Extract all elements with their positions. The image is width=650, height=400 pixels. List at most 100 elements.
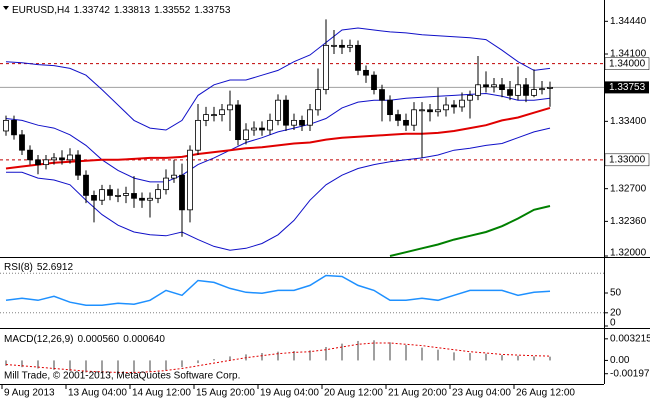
x-tick-label: 23 Aug 04:00 [452,388,511,399]
header-field: 1.33813 [114,5,151,16]
header-field: 1.33742 [74,5,111,16]
candle-body [491,84,497,88]
y-tick-label: 1.32360 [610,216,647,227]
candle-body [267,119,273,131]
level-label: 1.33000 [609,154,646,165]
macd-bar [117,360,119,374]
candle-body [83,174,89,196]
candle-body [251,127,257,131]
candle-body [379,89,385,101]
copyright: Mill Trade, © 2001-2013, MetaQuotes Soft… [4,371,240,382]
x-tick-label: 9 Aug 2013 [4,388,55,399]
macd-bar [517,355,519,361]
candle-body [283,99,289,126]
candle-body [35,159,41,166]
candle-body [467,94,473,101]
x-tick-label: 21 Aug 20:00 [388,388,447,399]
y-tick-label: 1.32000 [610,248,647,259]
macd-bar [453,352,455,361]
y-tick-label: 1.33400 [610,116,647,127]
y-tick-label: 1.34440 [610,16,647,27]
x-tick-label: 14 Aug 12:00 [132,388,191,399]
y-tick-label: -0.001977 [610,368,650,379]
candle-body [19,134,25,151]
candle-body [75,154,81,176]
macd-bar [133,360,135,373]
candle-body [531,89,537,96]
macd-bar [69,360,71,372]
candle-body [123,193,129,196]
candle-body [163,177,169,191]
macd-bar [549,356,551,361]
y-tick-label: 0.00 [610,355,630,366]
header-field: 52.6912 [37,262,74,273]
header-field: RSI(8) [4,262,33,273]
candle-body [235,104,241,141]
header-field: 0.000560 [77,334,119,345]
candle-body [395,114,401,121]
candle-body [59,157,65,161]
candle-body [147,197,153,201]
candle-body [451,104,457,108]
candle-body [99,189,105,201]
macd-bar [165,360,167,371]
candle-body [51,157,57,161]
macd-bar [533,356,535,361]
candle-body [43,159,49,166]
level-label-box [604,153,650,167]
level-label: 1.34000 [609,58,646,69]
signal-line [5,342,551,373]
macd-bar [181,360,183,368]
y-tick-label: 0.003215 [610,333,650,344]
pane-header: EURUSD,H4 1.33742 1.33813 1.33552 1.33753 [12,5,231,16]
macd-bar [261,353,263,361]
candle-body [355,44,361,71]
candle-body [259,127,265,131]
bid-label-box [605,81,649,94]
candle-body [211,114,217,117]
candle-body [323,44,329,91]
candle-body [115,195,121,197]
macd-bar [341,343,343,361]
candle-body [483,84,489,88]
macd-bar [389,342,391,361]
macd-bar [437,349,439,361]
indicator-line [6,127,551,251]
x-tick-label: 20 Aug 12:00 [324,388,383,399]
macd-bar [293,351,295,361]
candle-body [107,189,113,196]
candle-body [443,104,449,111]
candle-body [67,154,73,161]
macd-bar [421,347,423,361]
header-field: 1.33753 [194,5,231,16]
macd-bar [229,356,231,361]
pane-header: MACD(12,26,9) 0.000560 0.000640 [4,334,165,345]
macd-bar [5,360,7,366]
candle-body [339,44,345,48]
macd-bar [277,351,279,361]
candle-body [419,109,425,112]
candle-body [227,104,233,111]
indicator-line [389,205,551,257]
candle-body [523,84,529,96]
macd-bar [149,360,151,372]
x-tick-label: 13 Aug 04:00 [68,388,127,399]
candle-body [139,197,145,201]
x-tick-label: 26 Aug 12:00 [516,388,575,399]
header-field: 0.000640 [123,334,165,345]
macd-bar [21,360,23,368]
y-tick-label: 20 [610,307,622,318]
pane-header: RSI(8) 52.6912 [4,262,73,273]
candle-body [459,99,465,108]
indicator-line [5,27,551,131]
bid-label: 1.33753 [609,82,646,93]
macd-bar [85,360,87,373]
candle-body [371,74,377,91]
macd-bar [309,350,311,361]
candle-body [187,149,193,211]
candle-body [3,119,9,132]
candle-body [299,119,305,126]
indicator-line [5,106,551,170]
